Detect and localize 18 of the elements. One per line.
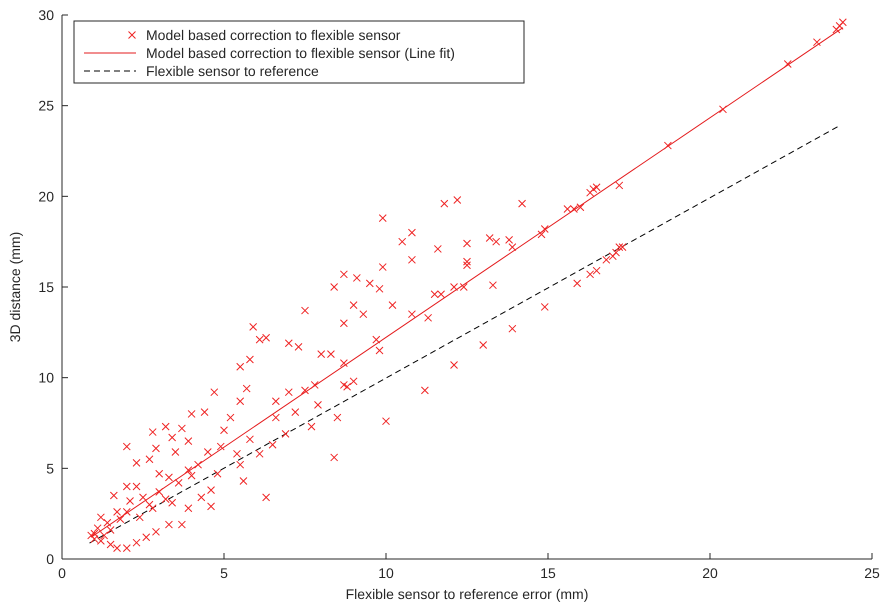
x-tick-label: 25 bbox=[864, 565, 880, 581]
legend-label: Model based correction to flexible sensor (Line fit) bbox=[146, 45, 455, 61]
x-tick-label: 20 bbox=[702, 565, 718, 581]
y-tick-label: 15 bbox=[38, 279, 54, 295]
legend-label: Flexible sensor to reference bbox=[146, 63, 319, 79]
x-tick-label: 10 bbox=[378, 565, 394, 581]
x-tick-label: 5 bbox=[220, 565, 228, 581]
y-tick-label: 0 bbox=[46, 551, 54, 567]
x-tick-label: 15 bbox=[540, 565, 556, 581]
y-tick-label: 25 bbox=[38, 98, 54, 114]
y-tick-label: 30 bbox=[38, 7, 54, 23]
x-tick-label: 0 bbox=[58, 565, 66, 581]
x-axis-title: Flexible sensor to reference error (mm) bbox=[346, 586, 588, 602]
y-tick-label: 20 bbox=[38, 188, 54, 204]
y-tick-label: 5 bbox=[46, 460, 54, 476]
legend-label: Model based correction to flexible sensor bbox=[146, 27, 401, 43]
y-tick-label: 10 bbox=[38, 370, 54, 386]
y-axis-title: 3D distance (mm) bbox=[7, 232, 23, 342]
